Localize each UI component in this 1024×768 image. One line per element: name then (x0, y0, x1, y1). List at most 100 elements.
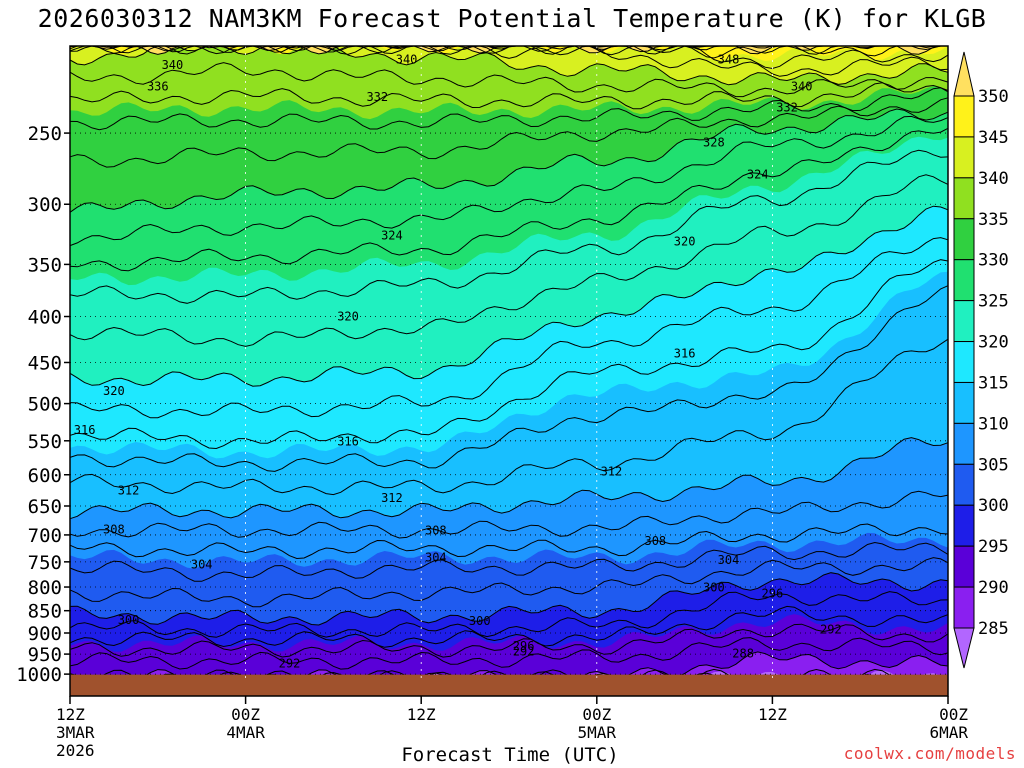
colorbar-swatch (953, 218, 975, 261)
contour-label: 324 (381, 228, 403, 242)
x-tick-label: 12Z (407, 705, 436, 724)
colorbar-swatch (953, 381, 975, 424)
y-tick-label: 500 (28, 394, 62, 416)
frame-rect (69, 45, 949, 697)
contour-label: 332 (776, 100, 798, 114)
contour-336 (69, 82, 949, 110)
ground-surface (70, 674, 948, 697)
x-tick-label: 3MAR (56, 723, 95, 742)
colorbar-top-arrow (953, 51, 975, 97)
y-tick-label: 750 (28, 552, 62, 574)
x-tick-label: 2026 (56, 741, 95, 760)
contour-label: 292 (820, 623, 842, 637)
y-tick-label: 550 (28, 431, 62, 453)
colorbar-swatch (953, 586, 975, 629)
colorbar-label: 335 (978, 210, 1009, 230)
contour-label: 292 (513, 645, 535, 659)
contour-label: 308 (425, 523, 447, 537)
contour-labels: 340 336 340 348 340 332 332 328 324 324 320 320 316 3… (74, 52, 842, 670)
contour-label: 288 (732, 646, 754, 660)
contour-label: 312 (118, 484, 140, 498)
contour-326 (69, 127, 949, 272)
contour-338 (69, 62, 949, 98)
contour-306 (69, 523, 949, 560)
colorbar-label: 350 (978, 87, 1009, 107)
contour-294 (69, 623, 949, 658)
contour-label: 312 (601, 464, 623, 478)
x-tick-label: 12Z (56, 705, 85, 724)
contour-label: 300 (118, 613, 140, 627)
y-tick-label: 600 (28, 465, 62, 487)
theta-field (70, 46, 948, 678)
y-axis: 2503003504004505005506006507007508008509… (16, 123, 70, 686)
colorbar-label: 295 (978, 537, 1009, 557)
contour-300 (69, 572, 949, 626)
contour-label: 312 (381, 491, 403, 505)
contour-label: 296 (762, 586, 784, 600)
contour-296 (69, 605, 949, 648)
contour-label: 320 (337, 310, 359, 324)
contour-label: 340 (396, 52, 418, 66)
x-tick-label: 00Z (582, 705, 611, 724)
contour-316 (69, 259, 949, 450)
contour-label: 316 (74, 423, 96, 437)
contour-314 (69, 285, 949, 472)
contour-label: 300 (469, 614, 491, 628)
y-tick-label: 900 (28, 623, 62, 645)
band-345 (70, 46, 948, 61)
y-tick-label: 700 (28, 525, 62, 547)
colorbar-label: 300 (978, 496, 1009, 516)
colorbar-swatch (953, 463, 975, 506)
contour-label: 336 (147, 80, 169, 94)
contour-label: 296 (513, 639, 535, 653)
colorbar-swatch (953, 136, 975, 179)
contour-label: 340 (162, 58, 184, 72)
colorbar-label: 320 (978, 333, 1009, 353)
contour-324 (69, 149, 949, 304)
y-tick-label: 300 (28, 194, 62, 216)
y-tick-label: 1000 (16, 664, 62, 686)
contour-label: 340 (791, 80, 813, 94)
x-tick-label: 00Z (939, 705, 968, 724)
y-tick-label: 350 (28, 254, 62, 276)
contour-label: 292 (279, 656, 301, 670)
x-tick-label: 12Z (758, 705, 787, 724)
credit-link[interactable]: coolwx.com/models (843, 744, 1016, 763)
colorbar-swatch (953, 341, 975, 383)
x-tick-label: 5MAR (578, 723, 617, 742)
y-tick-label: 650 (28, 496, 62, 518)
contour-label: 308 (644, 534, 666, 548)
contour-328 (69, 115, 949, 247)
colorbar-label: 305 (978, 455, 1009, 475)
contour-318 (69, 237, 949, 419)
colorbar-swatch (953, 300, 975, 343)
colorbar-swatch (953, 422, 975, 465)
contour-label: 300 (703, 581, 725, 595)
colorbar-label: 310 (978, 414, 1009, 434)
contour-298 (69, 591, 949, 638)
colorbar-label: 285 (978, 619, 1009, 639)
colorbar-label: 340 (978, 169, 1009, 189)
colorbar-swatch (953, 545, 975, 588)
contour-label: 304 (191, 557, 213, 571)
x-tick-label: 6MAR (929, 723, 968, 742)
y-tick-label: 250 (28, 123, 62, 145)
colorbar-swatch (953, 177, 975, 220)
contour-334 (69, 87, 949, 131)
contour-label: 320 (103, 384, 125, 398)
contour-label: 328 (703, 135, 725, 149)
colorbar-label: 325 (978, 292, 1009, 312)
contour-label: 320 (674, 234, 696, 248)
contour-332 (69, 97, 949, 168)
colorbar-label: 345 (978, 128, 1009, 148)
contour-292 (69, 637, 949, 670)
contour-label: 316 (337, 435, 359, 449)
colorbar-swatch (953, 504, 975, 547)
ground-bar (70, 674, 948, 697)
colorbar: 350 345 340 335 330 325 320 315 310 305 300 295 290 2… (953, 51, 1009, 669)
x-tick-label: 00Z (231, 705, 260, 724)
contour-320 (69, 205, 949, 387)
y-tick-label: 950 (28, 644, 62, 666)
chart-title: 2026030312 NAM3KM Forecast Potential Tem… (37, 4, 987, 33)
